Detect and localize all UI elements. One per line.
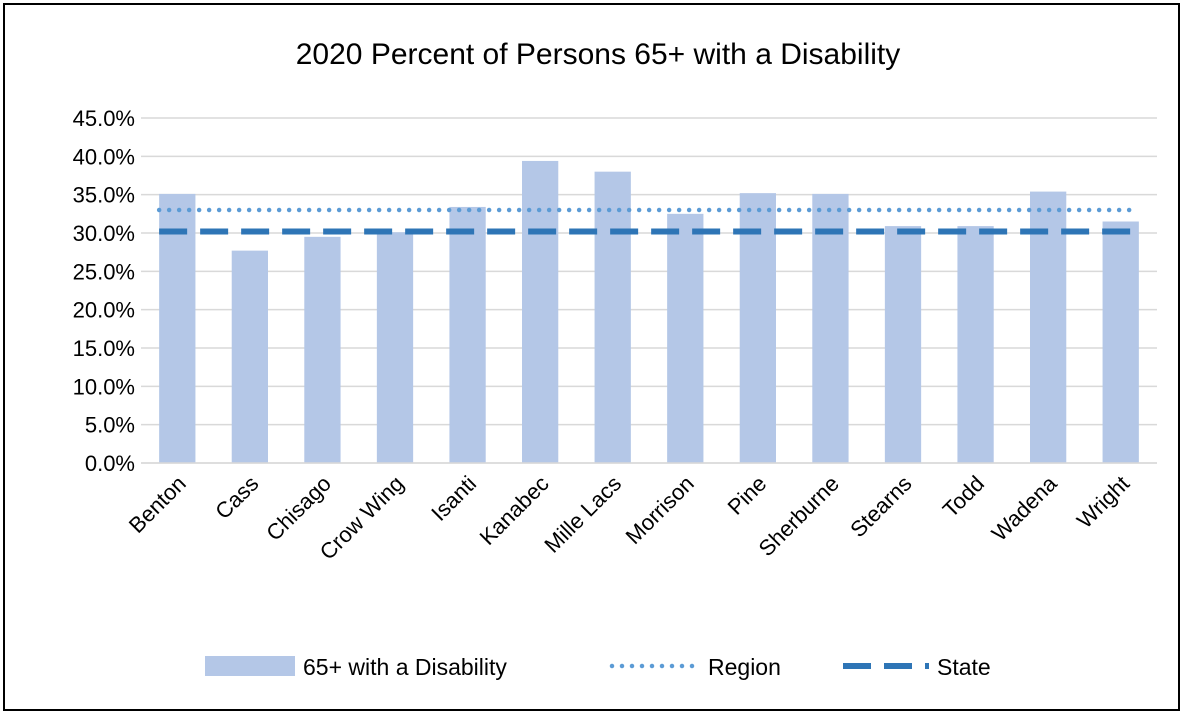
legend-label: 65+ with a Disability <box>303 654 507 680</box>
y-tick-label: 20.0% <box>73 298 135 323</box>
legend-label: State <box>937 654 991 680</box>
y-tick-label: 40.0% <box>73 144 135 169</box>
bar-crow-wing <box>376 232 414 463</box>
x-category-label: Cass <box>210 471 263 524</box>
x-category-label: Wadena <box>987 470 1063 546</box>
legend: 65+ with a Disability Region State <box>205 654 991 680</box>
bar-kanabec <box>522 160 559 463</box>
x-category-label: Pine <box>723 471 772 520</box>
bar-isanti <box>449 206 486 463</box>
gridlines <box>141 117 1157 464</box>
y-tick-label: 10.0% <box>73 374 135 399</box>
x-category-label: Mille Lacs <box>539 471 626 558</box>
y-tick-label: 0.0% <box>85 451 135 476</box>
x-category-label: Morrison <box>621 471 699 549</box>
bar-todd <box>957 226 994 463</box>
bar-pine <box>739 193 776 463</box>
bar-morrison <box>667 213 704 463</box>
reference-lines <box>156 207 1142 235</box>
y-tick-label: 35.0% <box>73 183 135 208</box>
y-tick-label: 45.0% <box>73 106 135 131</box>
bar-sherburne <box>812 193 849 463</box>
y-tick-label: 25.0% <box>73 259 135 284</box>
legend-swatch-bar <box>205 656 295 676</box>
y-tick-label: 5.0% <box>85 413 135 438</box>
x-category-label: Stearns <box>845 471 916 542</box>
bar-wadena <box>1030 191 1067 463</box>
chart-title: 2020 Percent of Persons 65+ with a Disab… <box>296 38 901 71</box>
x-category-label: Isanti <box>426 471 481 526</box>
bar-stearns <box>884 226 922 463</box>
legend-label: Region <box>708 654 781 680</box>
y-tick-label: 30.0% <box>73 221 135 246</box>
bar-mille-lacs <box>594 171 631 463</box>
x-category-label: Wright <box>1072 471 1134 533</box>
bar-benton <box>159 193 196 463</box>
bar-cass <box>231 250 268 463</box>
y-tick-label: 15.0% <box>73 336 135 361</box>
x-category-label: Benton <box>124 471 191 538</box>
bar-chisago <box>304 236 341 463</box>
bar-wright <box>1102 221 1139 463</box>
y-axis: 0.0% 5.0% 10.0% 15.0% 20.0% 25.0% 30.0% 35.0% 40… <box>73 106 135 476</box>
x-category-label: Todd <box>938 471 989 522</box>
x-category-label: Chisago <box>261 471 336 546</box>
bars <box>159 160 1139 463</box>
